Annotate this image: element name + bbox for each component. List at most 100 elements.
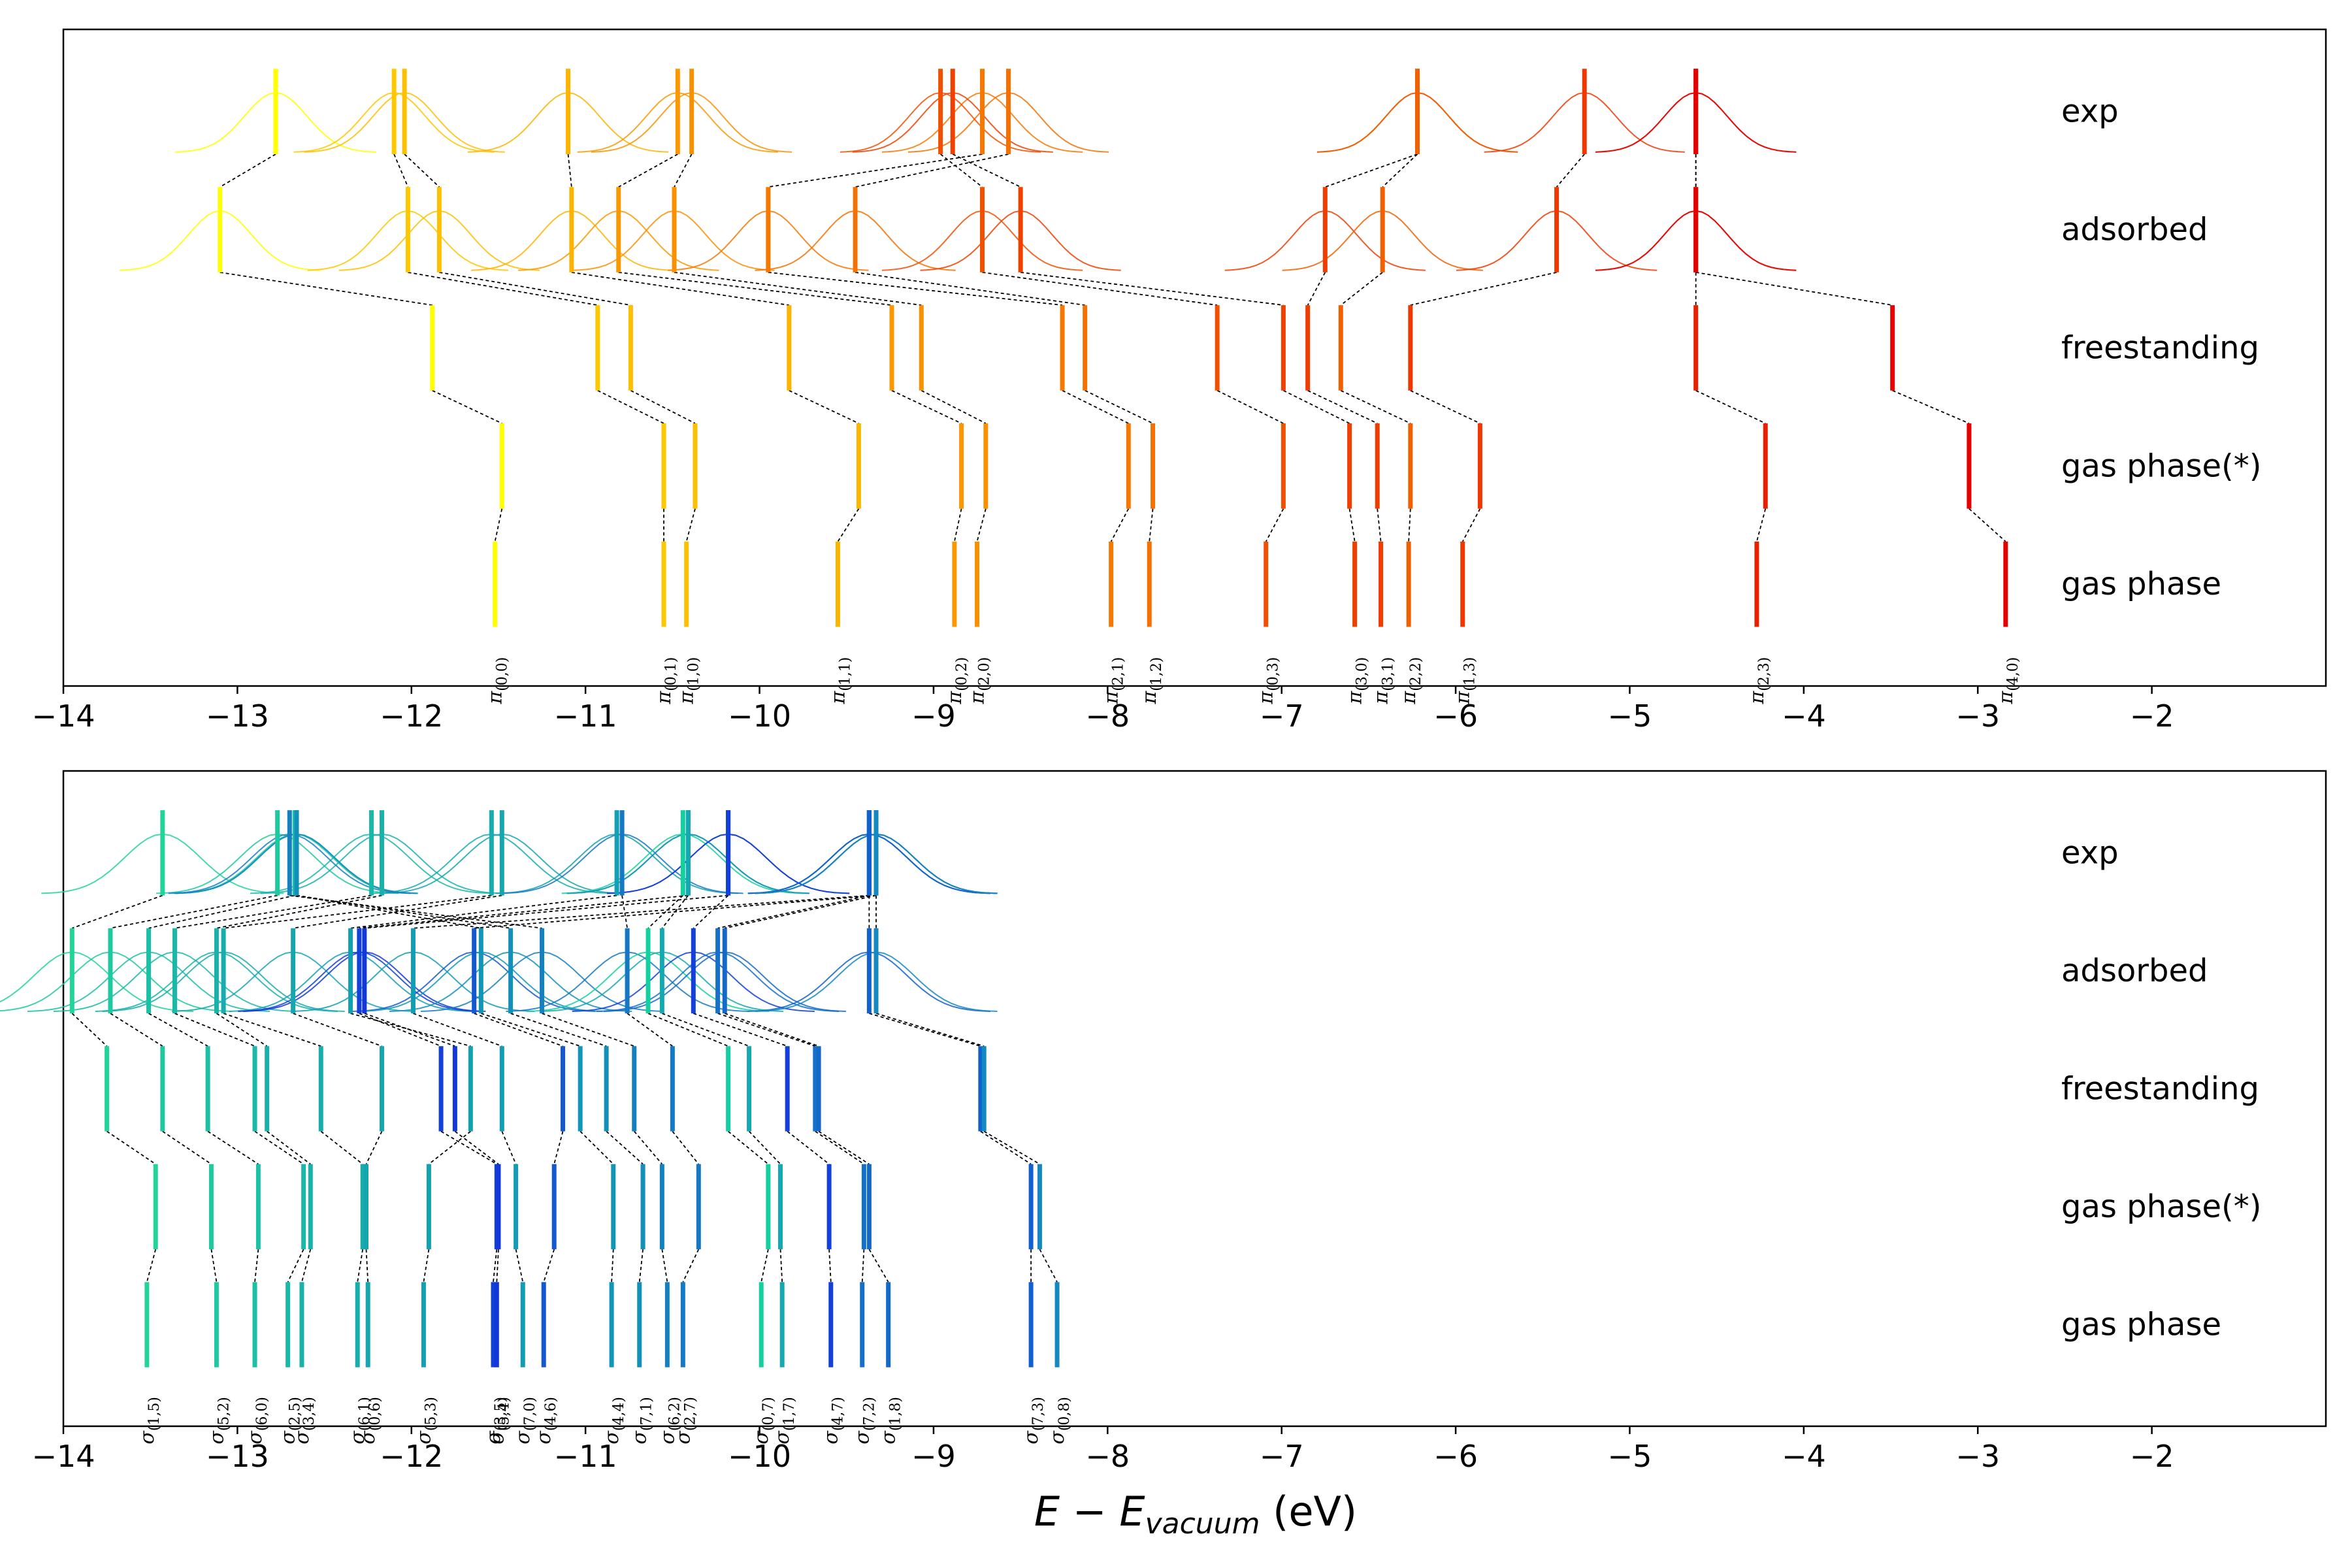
level-connector [1410, 271, 1557, 306]
level-connector [106, 1130, 156, 1165]
level-connector [423, 1249, 430, 1282]
level-connector [174, 1013, 255, 1047]
level-connector [148, 1013, 208, 1047]
orbital-label: σ(7,1) [629, 1397, 655, 1445]
level-connector [359, 894, 689, 929]
orbital-label: π(0,3) [1255, 657, 1282, 705]
x-tick-label: −4 [1782, 1439, 1826, 1474]
x-tick-label: −8 [1085, 1439, 1130, 1474]
level-connector [980, 1130, 1032, 1165]
x-tick-label: −9 [911, 698, 956, 734]
row-label: adsorbed [2061, 953, 2208, 989]
level-connector [597, 389, 664, 424]
level-connector [267, 1130, 311, 1165]
level-connector [216, 1013, 268, 1047]
level-connector [454, 1130, 499, 1165]
level-connector [481, 1013, 581, 1047]
orbital-label: π(2,3) [1746, 657, 1772, 705]
orbital-label: π(0,1) [653, 657, 679, 705]
level-connector [1217, 389, 1284, 424]
level-connector [71, 1013, 108, 1047]
level-connector [661, 895, 689, 929]
level-connector [693, 894, 729, 929]
x-tick-label: −13 [206, 698, 269, 734]
level-connector [818, 1130, 870, 1165]
orbital-label: σ(7,3) [1020, 1397, 1047, 1445]
x-tick-label: −5 [1608, 1439, 1652, 1474]
x-tick-label: −2 [2130, 1439, 2174, 1474]
orbital-label: π(0,2) [943, 657, 970, 705]
level-connector [1324, 154, 1418, 188]
level-connector [1968, 508, 2006, 542]
x-tick-label: −7 [1260, 1439, 1304, 1474]
x-tick-label: −7 [1260, 698, 1304, 734]
level-connector [647, 1013, 728, 1047]
level-connector [350, 894, 617, 929]
level-connector [1307, 389, 1378, 424]
level-connector [320, 1130, 363, 1165]
x-tick-label: −12 [380, 1439, 443, 1474]
level-connector [359, 1013, 442, 1047]
level-connector [496, 1249, 499, 1282]
level-connector [440, 1130, 497, 1165]
row-label: exp [2061, 93, 2119, 130]
level-connector [474, 894, 877, 929]
level-connector [618, 154, 678, 188]
orbital-label: σ(3,4) [291, 1397, 318, 1445]
level-connector [868, 1249, 889, 1282]
orbital-label: π(1,3) [1452, 657, 1478, 705]
level-connector [1348, 508, 1356, 542]
orbital-label: σ(0,7) [750, 1397, 777, 1445]
orbital-label: σ(6,1) [346, 1397, 373, 1445]
plot-frame [62, 28, 2327, 687]
row-label: adsorbed [2061, 212, 2208, 248]
level-connector [110, 1013, 163, 1047]
level-connector [855, 271, 1085, 306]
orbital-label: π(1,1) [826, 657, 853, 705]
level-connector [393, 154, 409, 188]
orbital-label: π(1,0) [676, 657, 702, 705]
level-connector [287, 1249, 304, 1282]
level-connector [543, 1249, 555, 1282]
level-connector [413, 1013, 502, 1047]
x-tick-label: −4 [1782, 698, 1826, 734]
level-connector [1462, 508, 1481, 542]
level-connector [982, 271, 1218, 306]
level-connector [693, 1013, 788, 1047]
level-connector [1556, 154, 1585, 188]
level-connector [432, 389, 502, 424]
level-connector [1085, 389, 1153, 424]
x-tick-label: −8 [1085, 698, 1130, 734]
level-connector [364, 894, 728, 929]
x-tick-label: −11 [554, 1439, 617, 1474]
orbital-label: σ(2,5) [277, 1397, 304, 1445]
level-connector [254, 1249, 259, 1282]
x-tick-label: −6 [1433, 698, 1478, 734]
level-connector [748, 1131, 781, 1165]
level-connector [921, 389, 987, 424]
level-connector [1062, 389, 1129, 424]
level-connector [289, 894, 542, 929]
orbital-label: σ(4,4) [600, 1397, 627, 1445]
level-connector [682, 1249, 700, 1282]
x-tick-label: −2 [2130, 698, 2174, 734]
level-connector [216, 894, 382, 929]
level-connector [760, 1249, 769, 1282]
orbital-label: σ(3,5) [482, 1397, 509, 1445]
row-label: gas phase [2061, 566, 2221, 602]
level-connector [1307, 272, 1326, 306]
level-connector [404, 154, 440, 188]
orbital-label: π(1,2) [1138, 657, 1165, 705]
level-connector [662, 1013, 749, 1047]
level-connector [571, 271, 789, 306]
level-connector [630, 389, 696, 424]
level-connector [954, 508, 962, 542]
x-tick-label: −6 [1433, 1439, 1478, 1474]
level-connector [1340, 272, 1383, 306]
level-connector [364, 1013, 455, 1047]
x-tick-label: −11 [554, 698, 617, 734]
level-connector [1695, 389, 1766, 424]
level-connector [661, 1249, 668, 1282]
orbital-label: σ(7,2) [851, 1397, 878, 1445]
level-connector [717, 1013, 816, 1047]
